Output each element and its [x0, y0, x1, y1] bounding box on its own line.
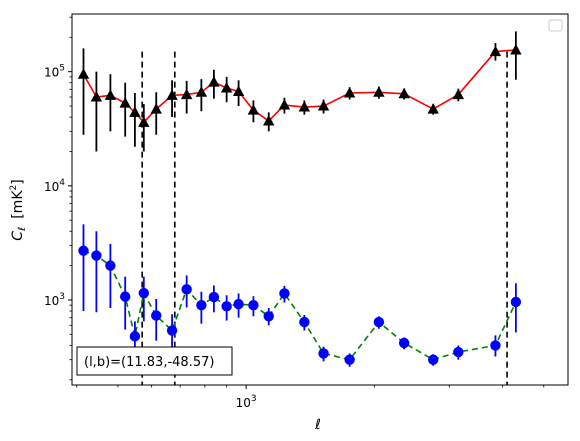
series-0-point-8 [180, 88, 193, 100]
series-0-point-0 [77, 68, 90, 79]
series-0-point-21 [427, 103, 439, 114]
series-1-point-0 [78, 245, 89, 256]
series-0-point-5 [138, 116, 150, 127]
series-1-point-20 [398, 337, 410, 349]
y-axis-label-main: C [10, 231, 26, 241]
series-1-point-9 [196, 300, 207, 311]
series-0-point-7 [166, 89, 178, 100]
series-0-point-20 [398, 87, 410, 99]
series-0-point-18 [343, 87, 356, 98]
series-0-point-14 [263, 114, 275, 126]
series-0-point-2 [104, 89, 117, 100]
series-1-point-4 [129, 331, 141, 342]
series-1-point-22 [453, 346, 464, 358]
series-0-point-4 [129, 106, 141, 117]
series-0-point-10 [208, 76, 220, 87]
series-1-point-3 [120, 291, 131, 302]
series-1-point-18 [344, 354, 355, 365]
series-1-point-1 [91, 250, 102, 261]
series-0-point-19 [373, 86, 385, 97]
series-1-point-13 [248, 300, 259, 311]
y-axis-label-units-close: ] [10, 179, 26, 184]
series-0-point-11 [220, 81, 233, 93]
series-1-point-11 [221, 301, 232, 312]
series-1-point-19 [373, 316, 385, 328]
series-1-point-2 [105, 260, 116, 271]
annotation-box: (l,b)=(11.83,-48.57) [76, 346, 233, 376]
series-1-point-7 [166, 325, 178, 336]
series-1-point-10 [208, 291, 220, 303]
series-1-point-8 [181, 284, 192, 295]
series-0-point-15 [278, 99, 291, 110]
series-0-point-3 [119, 97, 131, 108]
y-tick-label-0: 103 [44, 292, 65, 308]
series-1-point-24 [510, 296, 522, 308]
series-0-point-6 [150, 103, 162, 114]
legend-box [548, 19, 563, 32]
series-1-point-23 [490, 340, 501, 351]
series-1-point-16 [299, 316, 310, 328]
y-axis-label-units: [mK [10, 190, 26, 219]
x-axis-label: ℓ [314, 417, 321, 433]
y-tick-label-1: 104 [44, 178, 65, 194]
series-0-point-23 [489, 45, 502, 57]
series-0-point-1 [90, 90, 103, 102]
series-1-point-14 [263, 311, 274, 322]
series-0-point-17 [317, 100, 330, 111]
series-0-point-13 [247, 104, 260, 115]
series-1-point-21 [428, 354, 439, 365]
series-1-point-12 [233, 298, 244, 310]
series-0-point-24 [510, 43, 522, 55]
y-axis-label-units-sup: 2 [9, 185, 19, 191]
plot-background [72, 14, 568, 385]
series-0-point-22 [452, 88, 465, 100]
y-axis-label: Cℓ [mK2] [9, 179, 28, 240]
series-1-point-5 [138, 287, 149, 299]
series-0-point-16 [298, 101, 311, 112]
x-tick-label: 103 [236, 394, 257, 410]
y-axis-label-sub: ℓ [17, 227, 28, 231]
plot-frame [71, 13, 569, 386]
series-0-point-9 [195, 86, 208, 97]
series-1-point-6 [151, 310, 162, 321]
y-tick-label-2: 105 [44, 64, 65, 80]
series-0-point-12 [232, 85, 245, 97]
series-1-point-17 [318, 348, 329, 359]
series-1-point-15 [279, 288, 290, 299]
annotation-text: (l,b)=(11.83,-48.57) [84, 355, 214, 370]
